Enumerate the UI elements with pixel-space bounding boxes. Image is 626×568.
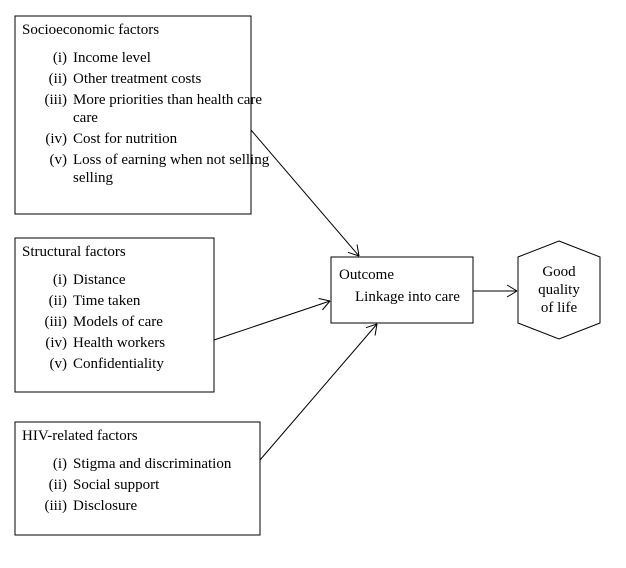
structural-title: Structural factors — [22, 244, 126, 260]
outcome-title: Outcome — [339, 267, 394, 283]
structural-item-1: Time taken — [73, 293, 141, 309]
socioeconomic-title: Socioeconomic factors — [22, 22, 159, 38]
arrow-head — [319, 298, 330, 301]
socioeconomic-num-2: (iii) — [45, 92, 68, 108]
structural-item-2: Models of care — [73, 314, 163, 330]
socioeconomic-item-1: Other treatment costs — [73, 71, 201, 87]
socioeconomic-num-1: (ii) — [49, 71, 67, 87]
hiv-title: HIV-related factors — [22, 428, 138, 444]
hiv-num-0: (i) — [53, 456, 67, 472]
structural-num-3: (iv) — [45, 335, 67, 351]
structural-num-0: (i) — [53, 272, 67, 288]
arrow-hiv — [260, 324, 377, 460]
hiv-item-1: Social support — [73, 477, 160, 493]
arrow-line — [251, 130, 359, 256]
structural-item-3: Health workers — [73, 335, 165, 351]
socioeconomic-item-3: Cost for nutrition — [73, 131, 178, 147]
socioeconomic-item-4: selling — [73, 170, 113, 186]
socioeconomic-box: Socioeconomic factors (i) Income level (ii)… — [15, 16, 270, 214]
hiv-num-2: (iii) — [45, 498, 68, 514]
socioeconomic-num-4: (v) — [50, 152, 68, 168]
socioeconomic-item-0: Income level — [73, 50, 151, 66]
socioeconomic-rect — [15, 16, 251, 214]
hiv-item-0: Stigma and discrimination — [73, 456, 232, 472]
arrow-line — [214, 301, 330, 340]
socioeconomic-item-4: Loss of earning when not selling — [73, 152, 270, 168]
structural-num-4: (v) — [50, 356, 68, 372]
socioeconomic-item-2: More priorities than health care — [73, 92, 262, 108]
structural-item-4: Confidentiality — [73, 356, 164, 372]
goal-line-1: quality — [538, 282, 580, 298]
hiv-item-2: Disclosure — [73, 498, 137, 514]
structural-item-0: Distance — [73, 272, 126, 288]
outcome-box: Outcome Linkage into care — [331, 257, 473, 323]
arrow-head — [507, 291, 517, 297]
socioeconomic-num-3: (iv) — [45, 131, 67, 147]
structural-box: Structural factors (i) Distance (ii) Time ta… — [15, 238, 214, 392]
goal-line-0: Good — [542, 264, 576, 280]
outcome-subtitle: Linkage into care — [355, 289, 460, 305]
structural-num-2: (iii) — [45, 314, 68, 330]
hiv-num-1: (ii) — [49, 477, 67, 493]
arrow-outcome_to_goal — [473, 285, 517, 297]
hiv-box: HIV-related factors (i) Stigma and discrim… — [15, 422, 260, 535]
arrow-line — [260, 324, 377, 460]
goal-line-2: of life — [541, 300, 578, 316]
socioeconomic-item-2: care — [73, 110, 98, 126]
goal-hexagon: Good quality of life — [518, 241, 600, 339]
arrow-socioeconomic — [251, 130, 359, 256]
socioeconomic-num-0: (i) — [53, 50, 67, 66]
arrow-head — [507, 285, 517, 291]
structural-num-1: (ii) — [49, 293, 67, 309]
arrow-structural — [214, 298, 330, 340]
